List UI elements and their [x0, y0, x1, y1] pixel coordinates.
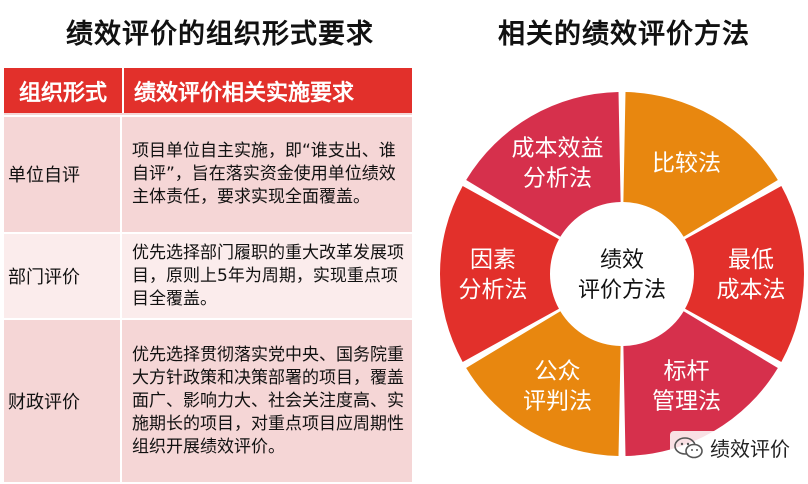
- table-row: 财政评价 优先选择贯彻落实党中央、国务院重大方针政策和决策部署的项目，覆盖面广、…: [4, 318, 412, 482]
- wechat-icon: [674, 436, 703, 458]
- ring-segment: [466, 92, 621, 237]
- ring-segment: [466, 311, 621, 456]
- ring-segment-label: 成本效益: [512, 135, 604, 161]
- row-requirement-text: 优先选择部门履职的重大改革发展项目，原则上5年为周期，实现重点项目全覆盖。: [132, 242, 404, 309]
- ring-segment: [440, 186, 559, 362]
- ring-center-label: 评价方法: [578, 278, 666, 303]
- watermark-text: 绩效评价: [710, 437, 790, 461]
- table-title: 绩效评价的组织形式要求: [66, 19, 374, 50]
- ring-segment-label: 分析法: [523, 165, 592, 191]
- ring-segment-label: 分析法: [459, 277, 528, 303]
- ring-center-label: 绩效: [600, 248, 644, 273]
- ring-segment-label: 最低: [728, 247, 774, 273]
- ring-segment-label: 比较法: [652, 150, 721, 176]
- header-requirements: 绩效评价相关实施要求: [134, 80, 355, 106]
- row-form-label: 部门评价: [4, 233, 122, 319]
- ring-segment-label: 标杆: [664, 359, 710, 385]
- ring-segment-label: 因素: [470, 247, 516, 273]
- ring-segment-label: 评判法: [523, 389, 592, 415]
- header-organization-form: 组织形式: [4, 68, 124, 114]
- ring-segment-label: 成本法: [717, 277, 786, 303]
- ring-segment-label: 管理法: [652, 389, 721, 415]
- ring-center: [554, 206, 690, 342]
- ring-segment: [685, 186, 804, 362]
- organization-form-table: 组织形式 绩效评价相关实施要求 单位自评 项目单位自主实施，即“谁支出、谁自评”…: [4, 68, 412, 482]
- row-requirement-text: 优先选择贯彻落实党中央、国务院重大方针政策和决策部署的项目，覆盖面广、影响力大、…: [132, 344, 404, 457]
- ring-segment: [623, 311, 778, 456]
- ring-segment-label: 公众: [535, 359, 581, 385]
- row-form-label: 财政评价: [4, 320, 122, 482]
- table-row: 部门评价 优先选择部门履职的重大改革发展项目，原则上5年为周期，实现重点项目全覆…: [4, 231, 412, 319]
- diagram-title: 相关的绩效评价方法: [498, 19, 750, 50]
- table-row: 单位自评 项目单位自主实施，即“谁支出、谁自评”，旨在落实资金使用单位绩效主体责…: [4, 115, 412, 232]
- row-form-label: 单位自评: [4, 117, 122, 232]
- wechat-watermark: 绩效评价: [670, 431, 794, 464]
- row-requirement-text: 项目单位自主实施，即“谁支出、谁自评”，旨在落实资金使用单位绩效主体责任，要求实…: [132, 140, 396, 207]
- table-header-row: 组织形式 绩效评价相关实施要求: [4, 68, 412, 116]
- ring-segment: [623, 92, 778, 237]
